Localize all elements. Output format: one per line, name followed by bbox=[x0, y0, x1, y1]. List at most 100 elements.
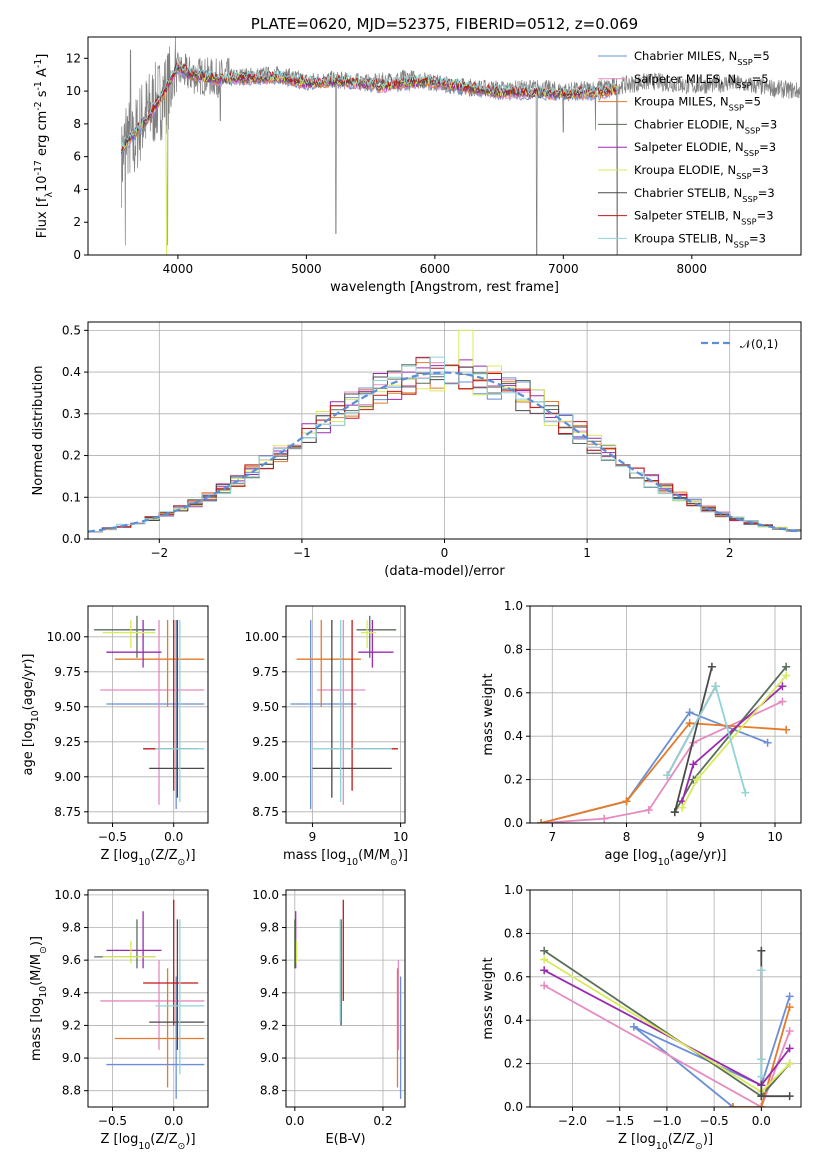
weight-vs-Z-marker-8 bbox=[757, 966, 766, 975]
spectrum-legend-label: Chabrier STELIB, NSSP=3 bbox=[634, 186, 775, 204]
weight-vs-Z-ytick-label: 0.4 bbox=[504, 1013, 523, 1027]
mass-vs-Z-ytick-label: 8.8 bbox=[62, 1084, 81, 1098]
residuals-xtick-label: −2 bbox=[150, 546, 168, 560]
weight-vs-age-xtick-label: 7 bbox=[548, 830, 556, 844]
spectrum-plot-area bbox=[120, 37, 801, 255]
weight-vs-age-frame bbox=[529, 605, 802, 824]
weight-vs-age-line-2 bbox=[540, 722, 787, 823]
weight-vs-Z-marker-4 bbox=[540, 966, 549, 975]
residuals-xlabel: (data-model)/error bbox=[384, 564, 505, 579]
age-vs-Z-xlabel: Z [log10(Z/Z⊙)] bbox=[100, 848, 195, 868]
residuals-axes: −2 −1 0 1 2 0.0 0.1 0.2 0.3 0.4 0.5 (data-model)/er… bbox=[31, 321, 802, 579]
age-vs-mass-ytick-label: 8.75 bbox=[252, 805, 279, 819]
residuals-legend-label: 𝒩(0,1) bbox=[740, 337, 778, 351]
weight-vs-Z-xtick-label: 0.0 bbox=[752, 1114, 771, 1128]
age-vs-mass-xtick-label: 10 bbox=[393, 830, 408, 844]
weight-vs-Z-line-1 bbox=[543, 984, 791, 1107]
spectrum-legend-label: Salpeter MILES, NSSP=5 bbox=[634, 72, 769, 90]
weight-vs-Z-marker-4 bbox=[785, 1044, 794, 1053]
mass-vs-EBV-axes: 0.0 0.2 8.8 9.0 9.2 9.4 9.6 9.8 10.0 E(B-V) bbox=[252, 888, 406, 1147]
residuals-xtick-label: 1 bbox=[583, 546, 591, 560]
mass-vs-EBV-plot-area bbox=[294, 899, 402, 1099]
weight-vs-age-marker-5 bbox=[782, 671, 791, 680]
residuals-ylabel: Normed distribution bbox=[31, 366, 46, 496]
weight-vs-age-marker-6 bbox=[707, 662, 716, 671]
spectrum-xtick-label: 5000 bbox=[291, 262, 322, 276]
mass-vs-Z-ytick-label: 9.4 bbox=[62, 986, 81, 1000]
weight-vs-Z-marker-6 bbox=[757, 946, 766, 955]
weight-vs-Z-ytick-label: 0.2 bbox=[504, 1057, 523, 1071]
weight-vs-age-marker-5 bbox=[693, 775, 702, 784]
weight-vs-Z-marker-1 bbox=[785, 1027, 794, 1036]
residuals-ytick-label: 0.5 bbox=[62, 323, 81, 337]
weight-vs-Z-marker-5 bbox=[785, 1059, 794, 1068]
residuals-ytick-label: 0.3 bbox=[62, 407, 81, 421]
spectrum-legend-label: Kroupa ELODIE, NSSP=3 bbox=[634, 163, 769, 181]
spectrum-xlabel: wavelength [Angstrom, rest frame] bbox=[330, 280, 559, 295]
spectrum-legend-label: Kroupa STELIB, NSSP=3 bbox=[634, 231, 766, 249]
spectrum-xtick-label: 4000 bbox=[163, 262, 194, 276]
age-vs-mass-ytick-label: 9.75 bbox=[252, 665, 279, 679]
residuals-xtick-label: −1 bbox=[293, 546, 311, 560]
spectrum-xtick-label: 6000 bbox=[420, 262, 451, 276]
weight-vs-Z-ytick-label: 1.0 bbox=[504, 883, 523, 897]
weight-vs-Z-axes: −2.0 −1.5 −1.0 −0.5 0.0 0.0 0.2 0.4 0.6 0.8 1.0 Z [… bbox=[481, 883, 802, 1152]
mass-vs-Z-axes: −0.5 0.0 8.8 9.0 9.2 9.4 9.6 9.8 10.0 Z [log10(Z/… bbox=[29, 888, 209, 1152]
weight-vs-Z-marker-6 bbox=[785, 1092, 794, 1101]
age-vs-mass-axes: 9 10 8.75 9.00 9.25 9.50 9.75 10.00 mass [log10(… bbox=[245, 605, 408, 868]
mass-vs-Z-ytick-label: 10.0 bbox=[54, 888, 81, 902]
age-vs-mass-xtick-label: 9 bbox=[309, 830, 317, 844]
mass-vs-Z-ytick-label: 9.0 bbox=[62, 1051, 81, 1065]
age-vs-Z-xtick-label: −0.5 bbox=[98, 830, 127, 844]
weight-vs-Z-xtick-label: −0.5 bbox=[700, 1114, 729, 1128]
age-vs-Z-ytick-label: 9.75 bbox=[54, 665, 81, 679]
spectrum-legend: Chabrier MILES, NSSP=5 Salpeter MILES, NS… bbox=[598, 49, 777, 249]
weight-vs-age-marker-8 bbox=[711, 682, 720, 691]
weight-vs-age-marker-4 bbox=[689, 760, 698, 769]
residuals-ytick-label: 0.4 bbox=[62, 365, 81, 379]
spectrum-ytick-label: 2 bbox=[73, 215, 81, 229]
spectrum-xtick-label: 8000 bbox=[677, 262, 708, 276]
spectrum-frame bbox=[87, 36, 802, 256]
weight-vs-Z-line-0 bbox=[633, 996, 791, 1107]
residuals-xtick-label: 0 bbox=[441, 546, 449, 560]
spectrum-xtick-label: 7000 bbox=[548, 262, 579, 276]
spectrum-ytick-label: 8 bbox=[73, 117, 81, 131]
spectrum-legend-label: Chabrier MILES, NSSP=5 bbox=[634, 49, 770, 67]
weight-vs-Z-marker-3 bbox=[540, 946, 549, 955]
age-vs-mass-frame bbox=[285, 605, 406, 824]
residuals-ytick-label: 0.0 bbox=[62, 532, 81, 546]
mass-vs-Z-ytick-label: 9.2 bbox=[62, 1018, 81, 1032]
weight-vs-Z-xtick-label: −1.0 bbox=[652, 1114, 681, 1128]
age-vs-Z-ytick-label: 8.75 bbox=[54, 805, 81, 819]
mass-vs-Z-frame bbox=[87, 889, 209, 1108]
age-vs-Z-xtick-label: 0.0 bbox=[164, 830, 183, 844]
age-vs-mass-ytick-label: 9.00 bbox=[252, 770, 279, 784]
age-vs-mass-ytick-label: 9.50 bbox=[252, 700, 279, 714]
mass-vs-EBV-ytick-label: 9.8 bbox=[260, 921, 279, 935]
spectrum-legend-label: Salpeter ELODIE, NSSP=3 bbox=[634, 140, 776, 158]
weight-vs-age-ytick-label: 0.6 bbox=[504, 686, 523, 700]
mass-vs-EBV-xlabel: E(B-V) bbox=[325, 1132, 365, 1147]
weight-vs-age-xlabel: age [log10(age/yr)] bbox=[605, 848, 727, 868]
weight-vs-Z-line-2 bbox=[733, 1006, 791, 1107]
mass-vs-Z-plot-area bbox=[94, 899, 205, 1099]
mass-vs-EBV-xtick-label: 0.2 bbox=[373, 1114, 392, 1128]
age-vs-Z-ytick-label: 9.50 bbox=[54, 700, 81, 714]
mass-vs-Z-xlabel: Z [log10(Z/Z⊙)] bbox=[100, 1132, 195, 1152]
spectrum-legend-label: Kroupa MILES, NSSP=5 bbox=[634, 95, 761, 113]
mass-vs-EBV-ytick-label: 10.0 bbox=[252, 888, 279, 902]
residuals-normal-curve bbox=[88, 371, 799, 533]
spectrum-model-line-6 bbox=[120, 63, 618, 152]
mass-vs-EBV-ytick-label: 9.6 bbox=[260, 953, 279, 967]
weight-vs-age-ytick-label: 0.2 bbox=[504, 773, 523, 787]
weight-vs-age-marker-1 bbox=[778, 697, 787, 706]
mass-vs-EBV-ytick-label: 9.2 bbox=[260, 1018, 279, 1032]
weight-vs-age-marker-8 bbox=[741, 788, 750, 797]
weight-vs-Z-marker-0 bbox=[785, 992, 794, 1001]
spectrum-ylabel: Flux [fλ10-17 erg cm-2 s-1 A-1] bbox=[33, 54, 55, 239]
age-vs-mass-plot-area bbox=[290, 615, 398, 809]
mass-vs-Z-ylabel: mass [log10(M/M⊙)] bbox=[29, 936, 49, 1061]
weight-vs-Z-xtick-label: −1.5 bbox=[605, 1114, 634, 1128]
